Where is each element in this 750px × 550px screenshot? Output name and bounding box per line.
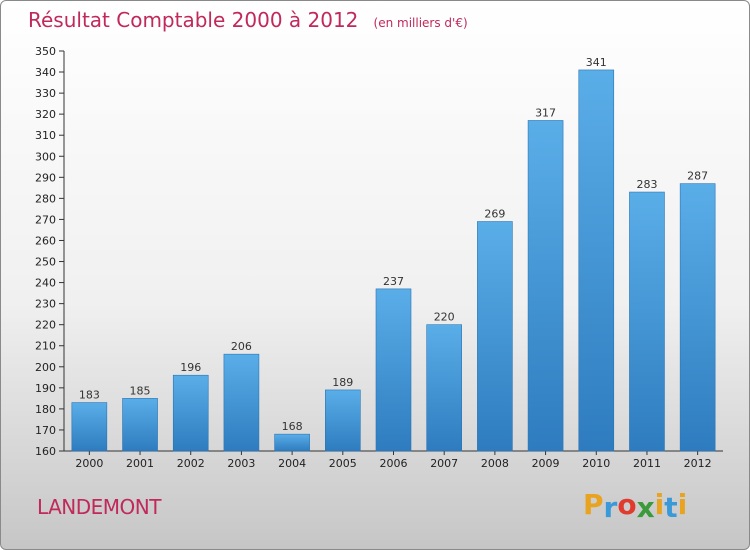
y-tick-label: 300 — [35, 150, 56, 163]
y-tick-label: 160 — [35, 445, 56, 458]
bar-2004 — [274, 433, 310, 452]
x-tick-label: 2011 — [633, 457, 661, 470]
y-tick-label: 260 — [35, 234, 56, 247]
data-labels: 183 185 196 206 168 189 237 220 269 317 341 283 287 — [79, 56, 708, 433]
y-tick-label: 320 — [35, 108, 56, 121]
brand-letter: o — [617, 488, 637, 521]
data-label-2007: 220 — [434, 311, 455, 324]
data-label-2011: 283 — [636, 178, 657, 191]
bar-2008 — [477, 221, 513, 452]
data-label-2006: 237 — [383, 275, 404, 288]
x-tick-label: 2005 — [329, 457, 357, 470]
bar-2012 — [679, 183, 716, 452]
y-tick-label: 230 — [35, 298, 56, 311]
brand-letter: t — [664, 491, 678, 524]
y-tick-label: 340 — [35, 66, 56, 79]
x-tick-label: 2012 — [684, 457, 712, 470]
x-tick-label: 2004 — [278, 457, 306, 470]
x-tick-label: 2003 — [227, 457, 255, 470]
y-tick-label: 290 — [35, 171, 56, 184]
bar-2005 — [325, 389, 361, 452]
chart-title: Résultat Comptable 2000 à 2012 — [28, 8, 359, 32]
data-label-2012: 287 — [687, 170, 708, 183]
proxiti-logo: Proxiti — [583, 488, 688, 524]
brand-letter: i — [654, 488, 665, 521]
chart-unit: (en milliers d'€) — [373, 16, 468, 30]
y-tick-label: 170 — [35, 424, 56, 437]
y-tick-label: 250 — [35, 256, 56, 269]
y-tick-label: 280 — [35, 192, 56, 205]
data-label-2004: 168 — [282, 420, 303, 433]
x-tick-label: 2008 — [481, 457, 509, 470]
y-tick-label: 270 — [35, 213, 56, 226]
brand-letter: x — [636, 491, 655, 524]
x-tick-label: 2009 — [532, 457, 560, 470]
bar-2001 — [122, 398, 158, 452]
y-tick-label: 190 — [35, 382, 56, 395]
y-tick-label: 220 — [35, 319, 56, 332]
bar-2009 — [527, 120, 564, 452]
brand-letter: P — [583, 488, 604, 521]
bar-2006 — [375, 288, 412, 452]
data-label-2002: 196 — [180, 361, 201, 374]
x-tick-label: 2001 — [126, 457, 154, 470]
data-label-2001: 185 — [130, 384, 151, 397]
data-label-2000: 183 — [79, 389, 100, 402]
data-label-2008: 269 — [484, 208, 505, 221]
y-tick-label: 330 — [35, 87, 56, 100]
data-label-2009: 317 — [535, 106, 556, 119]
data-label-2010: 341 — [586, 56, 607, 69]
x-tick-label: 2006 — [380, 457, 408, 470]
bar-2000 — [71, 402, 108, 452]
brand-letter: i — [677, 488, 688, 521]
bar-2011 — [629, 191, 665, 452]
y-tick-label: 210 — [35, 340, 56, 353]
y-tick-label: 180 — [35, 403, 56, 416]
y-tick-label: 310 — [35, 129, 56, 142]
y-axis: 160 170 180 190 200 210 220 230 240 250 260 270 280 2… — [35, 45, 65, 458]
data-label-2003: 206 — [231, 340, 252, 353]
y-tick-label: 200 — [35, 361, 56, 374]
x-tick-label: 2000 — [75, 457, 103, 470]
commune-name: LANDEMONT — [37, 495, 161, 519]
bars — [71, 69, 716, 452]
data-label-2005: 189 — [332, 376, 353, 389]
bar-2010 — [578, 69, 615, 452]
x-axis: 2000 2001 2002 2003 2004 2005 2006 2007 2008 2009… — [64, 450, 723, 470]
bar-2002 — [172, 374, 209, 452]
x-tick-label: 2010 — [582, 457, 610, 470]
brand-letter: r — [603, 491, 618, 524]
x-tick-label: 2007 — [430, 457, 458, 470]
y-tick-label: 240 — [35, 277, 56, 290]
bar-2007 — [426, 324, 462, 452]
bar-2003 — [223, 353, 260, 452]
y-tick-label: 350 — [35, 45, 56, 58]
title-line: Résultat Comptable 2000 à 2012 (en milli… — [28, 8, 468, 32]
x-tick-label: 2002 — [177, 457, 205, 470]
